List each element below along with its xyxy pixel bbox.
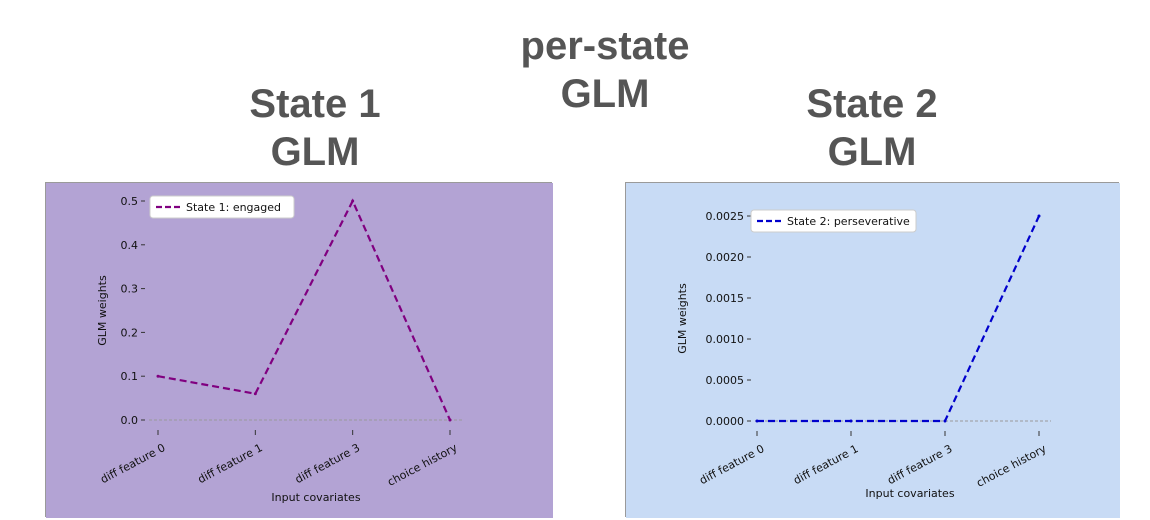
y-tick-label: 0.0 — [121, 414, 139, 427]
legend-box — [149, 195, 295, 219]
state1-heading-line1: State 1 — [249, 82, 381, 126]
y-tick-label: 0.0000 — [706, 415, 745, 428]
y-tick-label: 0.0005 — [706, 374, 745, 387]
data-point — [253, 392, 257, 396]
legend-label: State 2: perseverative — [787, 215, 910, 228]
state1-heading: State 1 GLM — [165, 80, 465, 176]
y-axis-label: GLM weights — [96, 275, 109, 346]
x-axis-label: Input covariates — [865, 487, 954, 500]
legend-label: State 1: engaged — [186, 201, 281, 214]
y-tick-label: 0.1 — [121, 370, 139, 383]
state1-chart-panel: 0.0 0.1 0.2 0.3 0.4 0.5 diff feature 0 diff fea… — [45, 182, 553, 518]
y-tick-label: 0.0010 — [706, 333, 745, 346]
center-heading-line2: GLM — [560, 72, 650, 116]
y-tick-label: 0.5 — [121, 195, 139, 208]
legend-box — [750, 209, 917, 233]
data-point — [943, 419, 947, 423]
y-tick-label: 0.0025 — [706, 210, 745, 223]
data-point — [156, 374, 160, 378]
data-point — [849, 419, 853, 423]
plot-background — [46, 183, 553, 518]
center-heading: per-state GLM — [455, 22, 755, 118]
y-tick-label: 0.3 — [121, 283, 139, 296]
series-line — [757, 215, 1040, 423]
state2-heading-line1: State 2 — [806, 82, 938, 126]
state2-chart-panel: 0.0000 0.0005 0.0010 0.0015 0.0020 0.0025 diff… — [625, 182, 1120, 518]
data-point — [448, 418, 452, 422]
data-point — [351, 199, 355, 203]
state2-heading-line2: GLM — [827, 130, 917, 174]
y-tick-label: 0.2 — [121, 326, 139, 339]
x-axis-label: Input covariates — [271, 491, 360, 504]
y-axis-label: GLM weights — [676, 283, 689, 354]
series-line — [157, 198, 452, 421]
data-point — [1037, 214, 1041, 218]
data-point — [755, 419, 759, 423]
y-tick-label: 0.0015 — [706, 292, 745, 305]
center-heading-line1: per-state — [520, 24, 690, 68]
state1-heading-line2: GLM — [270, 130, 360, 174]
state2-chart: 0.00000.00050.00100.00150.00200.0025diff… — [626, 183, 1120, 518]
plot-background — [626, 183, 1120, 518]
y-tick-label: 0.0020 — [706, 251, 745, 264]
state2-heading: State 2 GLM — [722, 80, 1022, 176]
y-tick-label: 0.4 — [121, 239, 139, 252]
